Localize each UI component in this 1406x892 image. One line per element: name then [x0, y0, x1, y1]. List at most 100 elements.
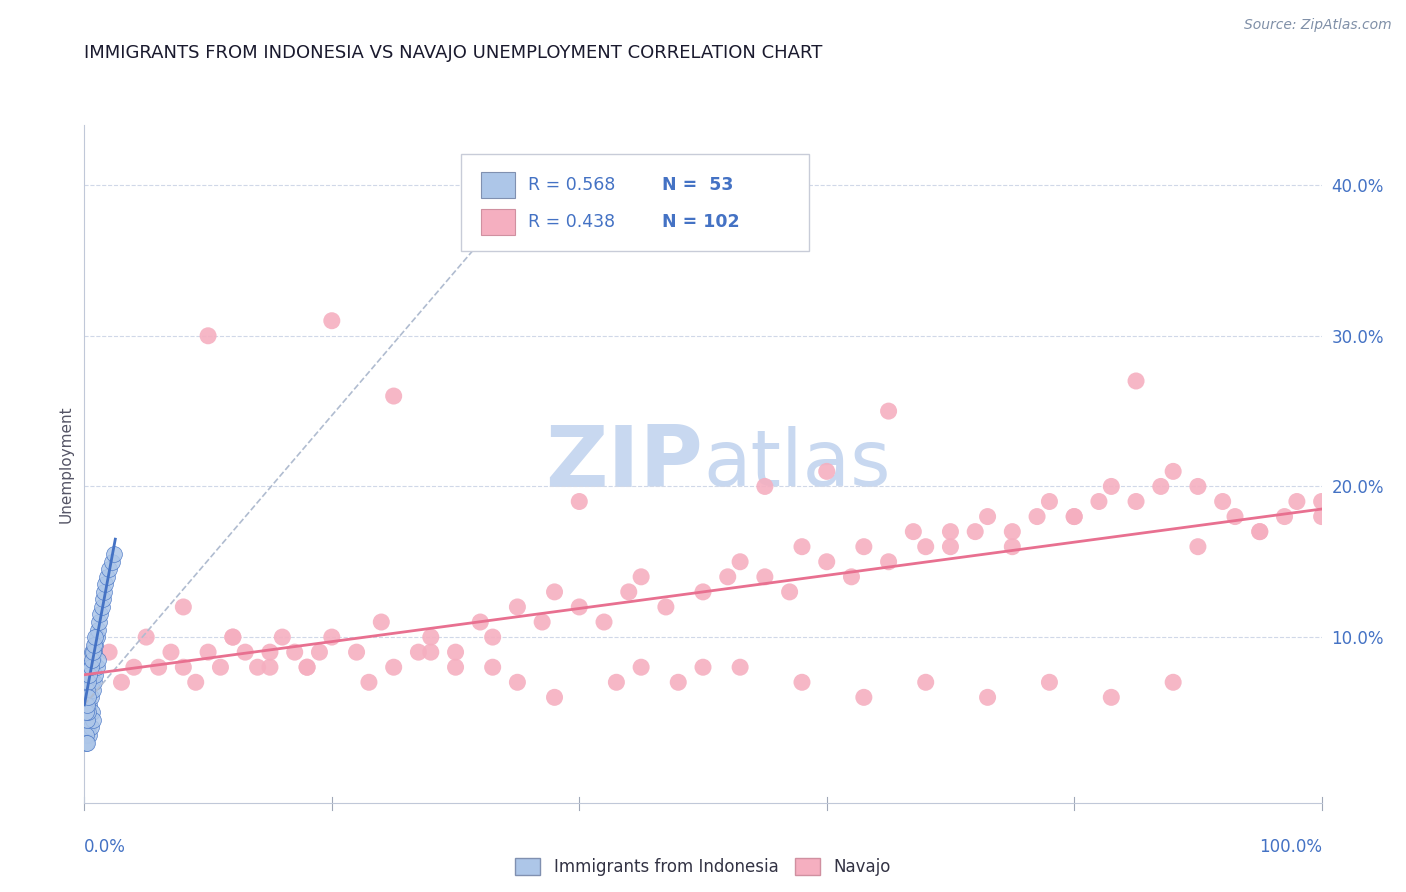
Point	[197, 328, 219, 343]
Point	[76, 706, 98, 720]
Point	[91, 592, 114, 607]
Point	[90, 599, 112, 614]
Point	[76, 698, 98, 712]
Point	[470, 615, 492, 629]
Text: ZIP: ZIP	[546, 422, 703, 506]
Point	[630, 660, 652, 674]
Point	[1150, 479, 1173, 493]
Point	[98, 562, 121, 576]
Point	[75, 735, 97, 749]
Point	[852, 540, 875, 554]
Point	[346, 645, 368, 659]
Point	[80, 653, 103, 667]
Point	[903, 524, 925, 539]
Point	[692, 660, 714, 674]
Point	[96, 570, 118, 584]
Text: IMMIGRANTS FROM INDONESIA VS NAVAJO UNEMPLOYMENT CORRELATION CHART: IMMIGRANTS FROM INDONESIA VS NAVAJO UNEM…	[84, 45, 823, 62]
Point	[655, 599, 678, 614]
Point	[82, 645, 104, 659]
Point	[209, 660, 232, 674]
Point	[271, 630, 294, 644]
Legend: Immigrants from Indonesia, Navajo: Immigrants from Indonesia, Navajo	[509, 851, 897, 882]
Point	[77, 721, 100, 735]
Text: 0.0%: 0.0%	[84, 838, 127, 856]
Point	[100, 555, 122, 569]
Point	[76, 735, 98, 749]
Point	[75, 706, 97, 720]
Point	[321, 314, 343, 328]
Point	[939, 540, 962, 554]
Point	[593, 615, 616, 629]
Point	[754, 570, 776, 584]
Point	[728, 660, 751, 674]
Point	[94, 577, 117, 591]
Point	[1063, 509, 1085, 524]
Point	[976, 690, 998, 705]
Point	[82, 713, 104, 727]
Y-axis label: Unemployment: Unemployment	[58, 405, 73, 523]
Point	[1063, 509, 1085, 524]
Point	[1285, 494, 1308, 508]
Point	[1187, 479, 1209, 493]
Point	[79, 721, 101, 735]
Point	[370, 615, 392, 629]
Point	[419, 630, 441, 644]
Point	[630, 570, 652, 584]
Point	[568, 599, 591, 614]
Point	[939, 524, 962, 539]
Point	[543, 690, 565, 705]
Point	[779, 585, 801, 599]
Point	[506, 675, 529, 690]
Point	[1310, 509, 1333, 524]
Point	[222, 630, 245, 644]
Point	[103, 547, 125, 561]
Point	[308, 645, 330, 659]
Point	[82, 682, 104, 697]
Point	[1310, 494, 1333, 508]
Point	[184, 675, 207, 690]
Point	[148, 660, 170, 674]
Point	[506, 599, 529, 614]
Point	[160, 645, 183, 659]
Point	[815, 555, 838, 569]
Point	[728, 555, 751, 569]
Point	[76, 682, 98, 697]
Point	[222, 630, 245, 644]
Point	[79, 728, 101, 742]
Point	[233, 645, 256, 659]
Point	[914, 675, 936, 690]
Text: 100.0%: 100.0%	[1258, 838, 1322, 856]
Point	[172, 660, 194, 674]
Point	[877, 555, 900, 569]
Point	[82, 653, 104, 667]
Point	[790, 675, 813, 690]
Point	[914, 540, 936, 554]
Point	[110, 675, 132, 690]
Point	[1161, 675, 1184, 690]
Point	[75, 690, 97, 705]
Point	[815, 464, 838, 478]
Point	[666, 675, 689, 690]
Point	[444, 660, 467, 674]
Point	[135, 630, 157, 644]
Point	[84, 638, 107, 652]
Point	[1249, 524, 1271, 539]
Point	[77, 706, 100, 720]
Point	[617, 585, 640, 599]
Point	[89, 615, 111, 629]
Point	[79, 667, 101, 681]
Point	[80, 706, 103, 720]
Point	[419, 645, 441, 659]
Point	[852, 690, 875, 705]
Point	[77, 675, 100, 690]
Point	[84, 667, 107, 681]
Point	[1088, 494, 1111, 508]
Point	[1161, 464, 1184, 478]
Point	[754, 479, 776, 493]
Point	[1038, 675, 1060, 690]
Point	[1223, 509, 1246, 524]
Point	[382, 660, 405, 674]
Point	[86, 660, 108, 674]
Point	[481, 660, 503, 674]
Point	[357, 675, 380, 690]
